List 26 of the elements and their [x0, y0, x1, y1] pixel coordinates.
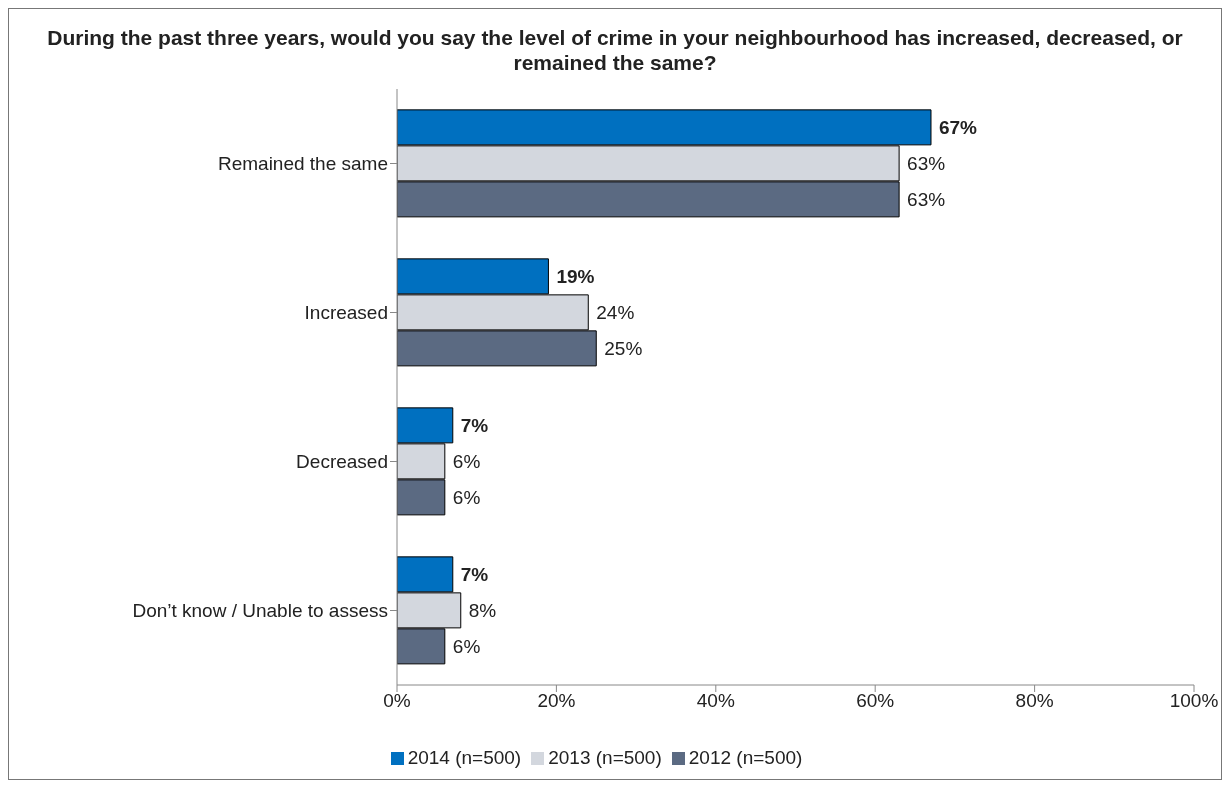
legend-label: 2013 (n=500) — [548, 747, 662, 768]
y-tick-label: Decreased — [296, 451, 388, 473]
x-tick-label: 20% — [537, 690, 576, 712]
data-label: 19% — [556, 266, 595, 288]
data-label: 25% — [604, 338, 643, 360]
data-label: 7% — [460, 415, 489, 437]
data-label: 8% — [468, 600, 497, 622]
data-label: 63% — [907, 189, 946, 211]
y-tick-label: Don’t know / Unable to assess — [132, 600, 388, 622]
y-tick-label: Increased — [304, 302, 388, 324]
x-tick-label: 80% — [1015, 690, 1054, 712]
legend-label: 2012 (n=500) — [688, 747, 803, 768]
data-label: 6% — [452, 487, 481, 509]
data-label: 24% — [596, 302, 635, 324]
chart-title: During the past three years, would you say the level of crime in your neighbourhood has increased, decreased, or remained the same? — [47, 26, 1183, 74]
data-label: 7% — [460, 564, 489, 586]
x-tick-label: 0% — [383, 690, 411, 712]
data-label: 67% — [938, 117, 978, 139]
y-tick-label: Remained the same — [217, 153, 388, 175]
legend-label: 2014 (n=500) — [407, 747, 522, 768]
x-tick-label: 60% — [856, 690, 895, 712]
data-label: 6% — [452, 451, 481, 473]
x-tick-label: 100% — [1169, 690, 1219, 712]
x-tick-label: 40% — [696, 690, 735, 712]
data-label: 6% — [452, 636, 481, 658]
data-label: 63% — [907, 153, 946, 175]
